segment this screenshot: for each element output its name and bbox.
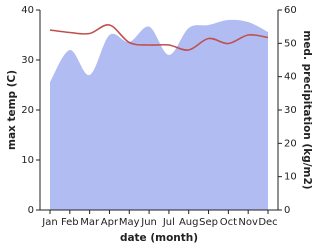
precipitation-area [50, 19, 268, 211]
x-tick-label: Sep [199, 217, 218, 228]
y2-tick-label: 30 [284, 105, 297, 116]
y2-tick-label: 60 [284, 5, 297, 16]
y-tick-label: 40 [21, 5, 34, 16]
x-tick-label: Apr [101, 217, 119, 228]
temperature-line [49, 24, 269, 51]
x-tick-label: Nov [238, 217, 258, 228]
y-tick-label: 0 [28, 205, 34, 216]
x-tick-label: Jul [162, 217, 175, 228]
x-tick-label: Jan [41, 217, 57, 228]
y2-tick-label: 20 [284, 138, 297, 149]
x-tick-label: May [119, 217, 140, 228]
y-tick-label: 20 [21, 105, 34, 116]
y-tick-label: 10 [21, 155, 34, 166]
y2-tick-label: 40 [284, 72, 297, 83]
y-axis-label: max temp (C) [6, 70, 18, 150]
x-tick-label: Mar [80, 217, 100, 228]
x-tick-label: Oct [220, 217, 237, 228]
y2-tick-label: 10 [284, 172, 297, 183]
y2-tick-label: 50 [284, 38, 297, 49]
x-tick-label: Jun [140, 217, 157, 228]
y2-axis-label: med. precipitation (kg/m2) [301, 30, 313, 189]
x-tick-label: Dec [258, 217, 277, 228]
y-tick-label: 30 [21, 55, 34, 66]
x-axis-label: date (month) [120, 232, 198, 244]
x-tick-label: Feb [61, 217, 79, 228]
x-tick-label: Aug [179, 217, 199, 228]
y2-tick-label: 0 [284, 205, 290, 216]
